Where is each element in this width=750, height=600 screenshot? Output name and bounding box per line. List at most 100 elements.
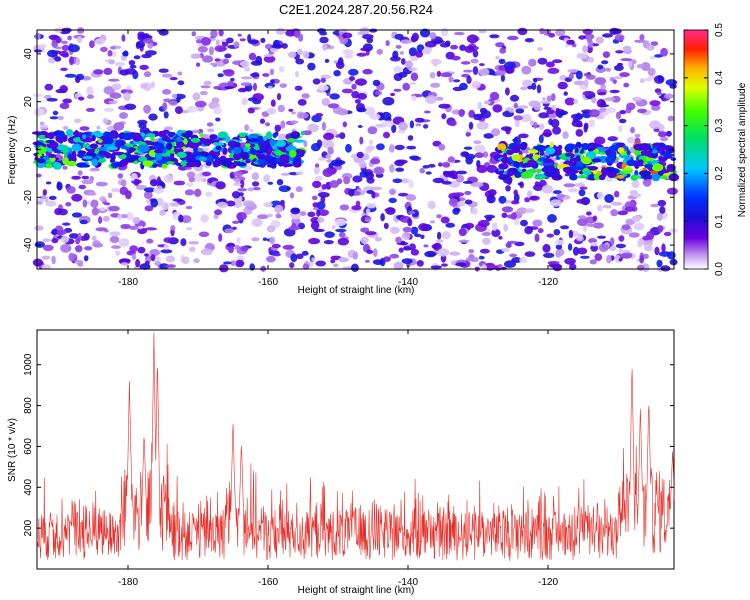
- heatmap-cell: [199, 90, 208, 96]
- heatmap-cell: [470, 58, 479, 64]
- heatmap-band-cell: [168, 132, 174, 138]
- heatmap-cell: [605, 107, 616, 114]
- heatmap-cell: [128, 225, 139, 230]
- heatmap-cell: [533, 77, 538, 83]
- heatmap-cell: [169, 77, 178, 81]
- heatmap-cell: [161, 202, 170, 210]
- heatmap-cell: [137, 227, 148, 235]
- heatmap-cell: [356, 151, 364, 159]
- heatmap-cell: [54, 56, 62, 62]
- heatmap-cell: [333, 263, 339, 268]
- heatmap-cell: [589, 259, 597, 265]
- heatmap-cell: [370, 158, 381, 165]
- heatmap-band-cell: [140, 132, 145, 137]
- heatmap-cell: [465, 132, 471, 137]
- heatmap-cell: [81, 175, 90, 180]
- heatmap-cell: [479, 63, 485, 67]
- heatmap-cell: [483, 100, 491, 105]
- heatmap-band-cell: [574, 147, 579, 153]
- heatmap-cell: [524, 226, 533, 235]
- heatmap-band-cell: [241, 152, 250, 160]
- heatmap-cell: [393, 88, 402, 92]
- heatmap-cell: [602, 33, 613, 38]
- heatmap-band-cell: [497, 143, 507, 152]
- heatmap-cell: [639, 255, 645, 264]
- heatmap-cell: [213, 85, 221, 90]
- heatmap-cell: [476, 164, 488, 174]
- heatmap-cell: [78, 96, 85, 101]
- heatmap-cell: [606, 254, 612, 264]
- heatmap-cell: [271, 44, 282, 49]
- heatmap-cell: [481, 264, 487, 271]
- heatmap-cell: [366, 249, 374, 254]
- heatmap-cell: [400, 240, 406, 246]
- heatmap-cell: [455, 262, 467, 267]
- heatmap-band-cell: [105, 152, 112, 159]
- heatmap-cell: [354, 99, 361, 104]
- heatmap-cell: [464, 190, 472, 196]
- heatmap-cell: [639, 78, 645, 84]
- heatmap-cell: [376, 48, 383, 55]
- heatmap-cell: [656, 212, 663, 221]
- heatmap-cell: [654, 246, 660, 256]
- heatmap-cell: [36, 201, 43, 205]
- heatmap-cell: [335, 61, 345, 69]
- heatmap-band-cell: [106, 146, 118, 151]
- heatmap-cell: [623, 82, 630, 88]
- heatmap-cell: [318, 157, 326, 161]
- heatmap-cell: [242, 200, 255, 207]
- heatmap-cell: [588, 56, 594, 63]
- heatmap-cell: [227, 80, 234, 88]
- heatmap-cell: [436, 214, 442, 219]
- heatmap-cell: [158, 68, 169, 73]
- heatmap-cell: [374, 236, 382, 242]
- heatmap-cell: [321, 184, 328, 190]
- heatmap-cell: [460, 151, 470, 158]
- heatmap-cell: [656, 91, 663, 96]
- heatmap-cell: [234, 178, 240, 184]
- heatmap-band-cell: [511, 154, 520, 162]
- heatmap-cell: [398, 247, 404, 253]
- heatmap-cell: [524, 208, 535, 213]
- heatmap-cell: [109, 235, 120, 244]
- heatmap-cell: [317, 84, 329, 91]
- heatmap-cell: [322, 168, 334, 178]
- heatmap-cell: [180, 238, 187, 247]
- heatmap-cell: [505, 66, 515, 74]
- heatmap-cell: [669, 228, 678, 233]
- heatmap-band-cell: [534, 175, 546, 180]
- heatmap-cell: [450, 44, 459, 50]
- heatmap-cell: [341, 88, 353, 94]
- heatmap-cell: [364, 106, 376, 116]
- heatmap-band-cell: [498, 170, 504, 176]
- heatmap-band-cell: [76, 162, 88, 168]
- heatmap-band-cell: [176, 151, 187, 159]
- heatmap-cell: [533, 102, 541, 111]
- heatmap-cell: [200, 85, 211, 89]
- heatmap-cell: [239, 179, 245, 189]
- heatmap-band-cell: [263, 135, 268, 141]
- heatmap-cell: [102, 215, 110, 222]
- heatmap-cell: [42, 189, 47, 196]
- heatmap-cell: [628, 60, 633, 68]
- heatmap-cell: [144, 253, 149, 257]
- heatmap-cell: [224, 86, 235, 90]
- heatmap-cell: [103, 67, 113, 75]
- snr-y-axis-label: SNR (10 * v/v): [7, 418, 18, 482]
- heatmap-cell: [506, 214, 518, 219]
- heatmap-cell: [99, 207, 106, 212]
- heatmap-cell: [537, 228, 544, 234]
- heatmap-cell: [620, 249, 631, 253]
- heatmap-cell: [651, 104, 661, 111]
- heatmap-cell: [430, 58, 442, 65]
- heatmap-cell: [339, 132, 346, 140]
- heatmap-cell: [296, 253, 304, 260]
- heatmap-band-cell: [39, 130, 48, 135]
- heatmap-band-cell: [607, 171, 617, 178]
- heatmap-cell: [103, 107, 115, 112]
- heatmap-cell: [448, 120, 457, 127]
- heatmap-cell: [119, 112, 128, 119]
- heatmap-band-cell: [583, 171, 592, 176]
- colorbar-tick-label: 0.0: [714, 262, 725, 276]
